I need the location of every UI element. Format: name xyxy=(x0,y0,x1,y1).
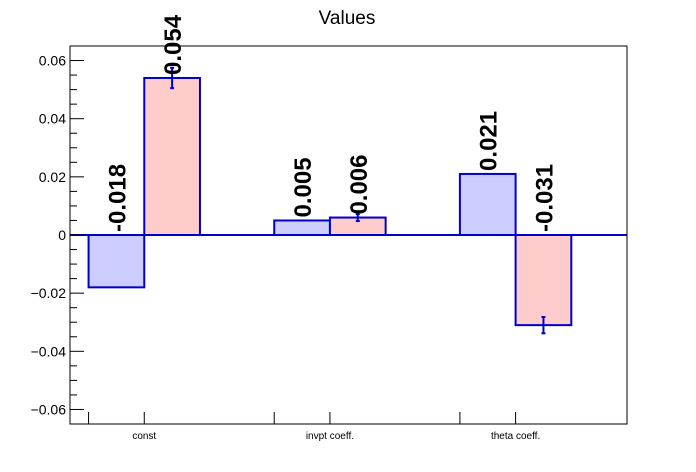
y-tick-label: 0 xyxy=(58,227,66,243)
data-label-s1-2: 0.021 xyxy=(476,111,503,171)
bar-s1-2 xyxy=(458,172,517,236)
bar-s1-0 xyxy=(87,234,146,289)
bar-s2-2 xyxy=(514,234,573,327)
chart-title: Values xyxy=(319,8,376,29)
y-tick-label: 0.04 xyxy=(39,111,66,127)
x-category-label: theta coeff. xyxy=(491,431,540,442)
y-tick-label: −0.02 xyxy=(31,285,67,301)
x-category-label: const xyxy=(132,431,156,442)
data-labels-layer: -0.018 0.005 0.021 0.054 0.006 -0.031 xyxy=(104,14,558,232)
y-tick-label: 0.02 xyxy=(39,169,66,185)
data-label-s2-2: -0.031 xyxy=(531,164,558,232)
y-tick-label: 0.06 xyxy=(39,53,66,69)
data-label-s2-0: 0.054 xyxy=(160,14,187,75)
data-label-s1-1: 0.005 xyxy=(290,157,317,217)
bars-layer xyxy=(87,66,573,335)
bar-s1-1 xyxy=(273,219,331,236)
y-tick-label: −0.06 xyxy=(31,401,67,417)
data-label-s2-1: 0.006 xyxy=(346,154,373,214)
y-tick-label: −0.04 xyxy=(31,343,67,359)
axes-layer: −0.06 −0.04 −0.02 0 0.02 0.04 0.06 const invpt c… xyxy=(31,45,628,442)
bar-s2-0 xyxy=(143,76,201,236)
x-category-label: invpt coeff. xyxy=(306,431,354,442)
data-label-s1-0: -0.018 xyxy=(104,164,131,232)
